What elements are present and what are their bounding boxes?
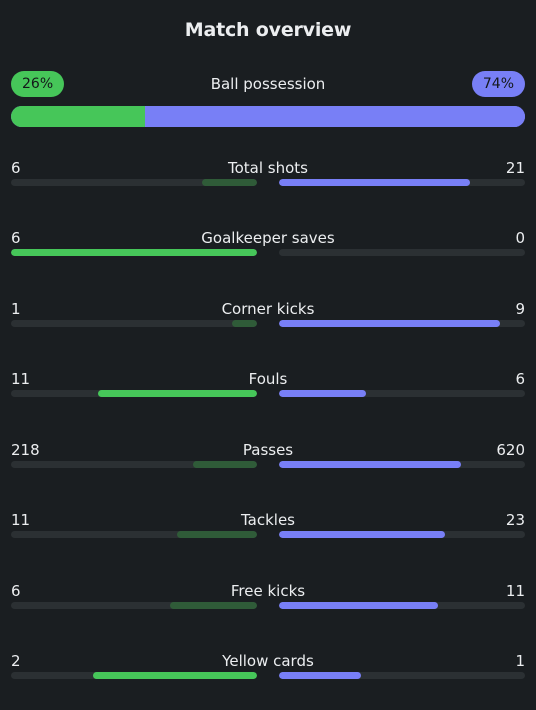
away-value: 21: [505, 159, 525, 177]
home-bar-track: [11, 390, 257, 397]
away-bar-track: [279, 320, 525, 327]
away-bar-fill: [279, 531, 446, 538]
stat-label: Tackles: [240, 511, 296, 529]
possession-bar-home: [11, 106, 145, 127]
home-value: 11: [11, 370, 31, 388]
away-bar-fill: [279, 672, 361, 679]
home-possession-badge: 26%: [11, 71, 65, 97]
home-bar-track: [11, 531, 257, 538]
home-bar-track: [11, 461, 257, 468]
stat-row: 6 Free kicks 11: [11, 581, 525, 621]
home-value: 11: [11, 511, 31, 529]
away-bar-fill: [279, 602, 439, 609]
away-value: 9: [515, 300, 525, 318]
possession-bar: [11, 106, 525, 127]
away-bar-fill: [279, 461, 461, 468]
home-value: 2: [11, 652, 21, 670]
away-bar-fill: [279, 179, 471, 186]
home-value: 6: [11, 159, 21, 177]
home-bar-fill: [177, 531, 257, 538]
away-bar-track: [279, 179, 525, 186]
stat-label: Total shots: [228, 159, 308, 177]
away-value: 6: [515, 370, 525, 388]
away-bar-track: [279, 249, 525, 256]
stat-row: 6 Total shots 21: [11, 158, 525, 198]
panel-title: Match overview: [184, 19, 352, 41]
possession-row: 26% Ball possession 74%: [11, 71, 525, 127]
home-bar-track: [11, 602, 257, 609]
stat-label: Passes: [242, 441, 294, 459]
stat-row: 11 Tackles 23: [11, 510, 525, 550]
away-value: 11: [505, 582, 525, 600]
home-bar-fill: [97, 390, 257, 397]
home-bar-track: [11, 249, 257, 256]
away-value: 1: [515, 652, 525, 670]
possession-label: Ball possession: [210, 75, 326, 93]
stat-label: Fouls: [248, 370, 288, 388]
away-bar-track: [279, 672, 525, 679]
away-value: 620: [496, 441, 525, 459]
stat-row: 218 Passes 620: [11, 440, 525, 480]
stat-label: Goalkeeper saves: [201, 229, 335, 247]
away-bar-track: [279, 461, 525, 468]
away-bar-track: [279, 390, 525, 397]
home-bar-fill: [93, 672, 257, 679]
stat-label: Corner kicks: [221, 300, 315, 318]
home-bar-fill: [170, 602, 257, 609]
stat-row: 2 Yellow cards 1: [11, 651, 525, 691]
away-bar-fill: [279, 320, 501, 327]
away-bar-track: [279, 531, 525, 538]
away-value: 0: [515, 229, 525, 247]
home-value: 6: [11, 582, 21, 600]
stat-label: Yellow cards: [222, 652, 314, 670]
stat-row: 6 Goalkeeper saves 0: [11, 228, 525, 268]
home-bar-fill: [202, 179, 257, 186]
stat-label: Free kicks: [230, 582, 306, 600]
home-value: 1: [11, 300, 21, 318]
away-possession-badge: 74%: [471, 71, 525, 97]
home-bar-track: [11, 179, 257, 186]
stat-row: 11 Fouls 6: [11, 369, 525, 409]
home-bar-track: [11, 320, 257, 327]
home-bar-fill: [232, 320, 257, 327]
possession-bar-away: [144, 106, 525, 127]
home-value: 6: [11, 229, 21, 247]
home-bar-fill: [193, 461, 257, 468]
away-value: 23: [505, 511, 525, 529]
away-bar-track: [279, 602, 525, 609]
home-value: 218: [11, 441, 40, 459]
home-bar-track: [11, 672, 257, 679]
away-bar-fill: [279, 390, 366, 397]
stat-row: 1 Corner kicks 9: [11, 299, 525, 339]
home-bar-fill: [11, 249, 257, 256]
